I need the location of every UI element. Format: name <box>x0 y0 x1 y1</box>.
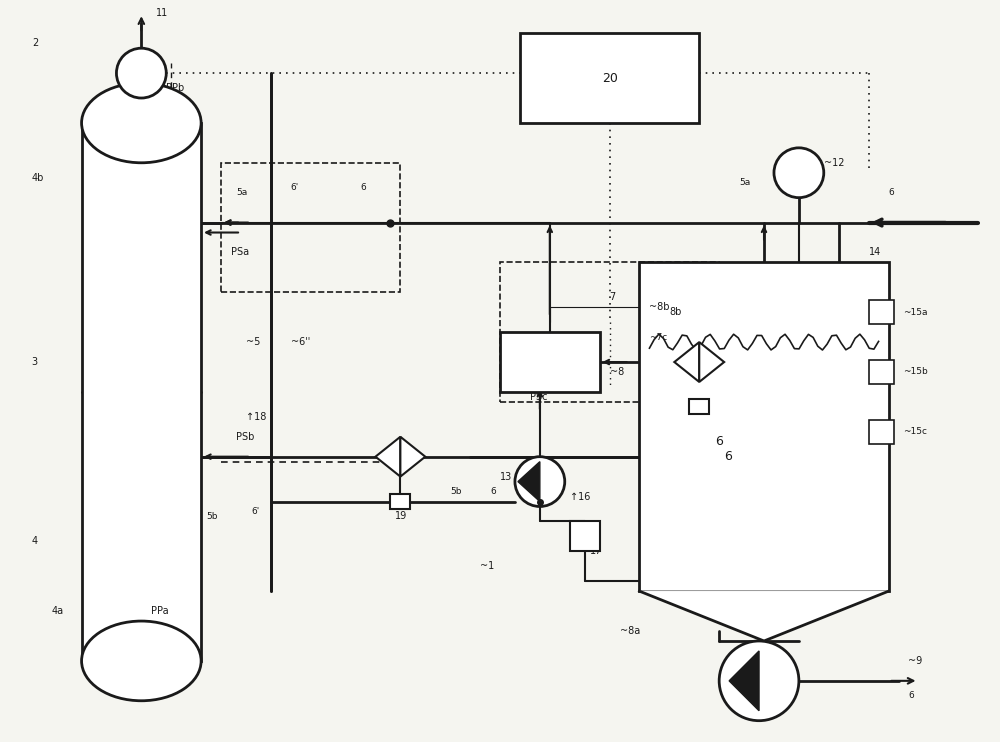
Bar <box>639 263 889 591</box>
Text: 2: 2 <box>32 39 38 48</box>
Bar <box>221 162 400 292</box>
Text: 6: 6 <box>715 436 723 448</box>
Polygon shape <box>674 342 699 382</box>
Text: ~8a: ~8a <box>620 626 640 636</box>
Text: 8b: 8b <box>669 307 682 318</box>
Polygon shape <box>518 462 540 502</box>
Circle shape <box>774 148 824 197</box>
Text: 5b: 5b <box>206 512 218 521</box>
Bar <box>570 522 600 551</box>
Text: 6': 6' <box>291 183 299 192</box>
Text: 5a: 5a <box>236 188 247 197</box>
Polygon shape <box>699 342 724 382</box>
Text: 4b: 4b <box>32 173 44 183</box>
Text: ~8b: ~8b <box>649 302 670 312</box>
Text: ~2: ~2 <box>141 651 156 661</box>
Bar <box>500 332 600 392</box>
Text: 5a: 5a <box>739 178 750 187</box>
Ellipse shape <box>82 621 201 700</box>
Text: ↑16: ↑16 <box>570 491 590 502</box>
Text: ~1: ~1 <box>480 561 494 571</box>
Text: 13: 13 <box>500 472 512 482</box>
Text: ~6'': ~6'' <box>291 337 310 347</box>
Text: PPa: PPa <box>151 606 169 616</box>
Text: 11: 11 <box>156 8 169 19</box>
Text: 4: 4 <box>32 536 38 546</box>
Ellipse shape <box>84 623 199 699</box>
Text: 6: 6 <box>724 450 732 463</box>
Bar <box>869 360 894 384</box>
Polygon shape <box>639 591 889 641</box>
Text: PSa: PSa <box>231 247 249 257</box>
Polygon shape <box>400 437 425 476</box>
Text: PSc: PSc <box>530 392 547 402</box>
Text: ↑18: ↑18 <box>246 412 266 422</box>
Text: 14: 14 <box>869 247 881 257</box>
Text: 4a: 4a <box>52 606 64 616</box>
Text: ~8: ~8 <box>610 367 624 377</box>
Ellipse shape <box>84 85 199 161</box>
Bar <box>689 399 709 414</box>
Text: 6: 6 <box>889 188 894 197</box>
Polygon shape <box>375 437 400 476</box>
Bar <box>520 33 699 123</box>
Text: ~12: ~12 <box>824 158 844 168</box>
Text: ~5: ~5 <box>246 337 260 347</box>
Bar <box>869 420 894 444</box>
Text: 17: 17 <box>590 546 602 556</box>
Circle shape <box>719 641 799 720</box>
Text: 3: 3 <box>32 357 38 367</box>
Text: 5b: 5b <box>450 487 462 496</box>
Bar <box>82 123 201 661</box>
Text: ~9: ~9 <box>908 656 923 666</box>
Text: 6: 6 <box>908 692 914 700</box>
Text: ~15b: ~15b <box>903 367 928 376</box>
Text: 6: 6 <box>490 487 496 496</box>
Text: 6': 6' <box>251 507 259 516</box>
Polygon shape <box>729 651 759 711</box>
Ellipse shape <box>82 83 201 162</box>
Bar <box>869 301 894 324</box>
Circle shape <box>116 48 166 98</box>
Text: 6: 6 <box>361 183 366 192</box>
Text: ~15c: ~15c <box>903 427 927 436</box>
Text: ~7a 7b: ~7a 7b <box>505 338 538 347</box>
Text: ~15a: ~15a <box>903 308 928 317</box>
Bar <box>390 494 410 509</box>
Text: PSb: PSb <box>236 432 254 441</box>
Text: 20: 20 <box>602 71 618 85</box>
Bar <box>500 263 719 402</box>
Text: 19: 19 <box>395 511 408 522</box>
Text: PPb: PPb <box>166 83 185 93</box>
Text: ~7c: ~7c <box>649 332 668 341</box>
Text: 7: 7 <box>610 292 616 302</box>
Circle shape <box>515 456 565 507</box>
